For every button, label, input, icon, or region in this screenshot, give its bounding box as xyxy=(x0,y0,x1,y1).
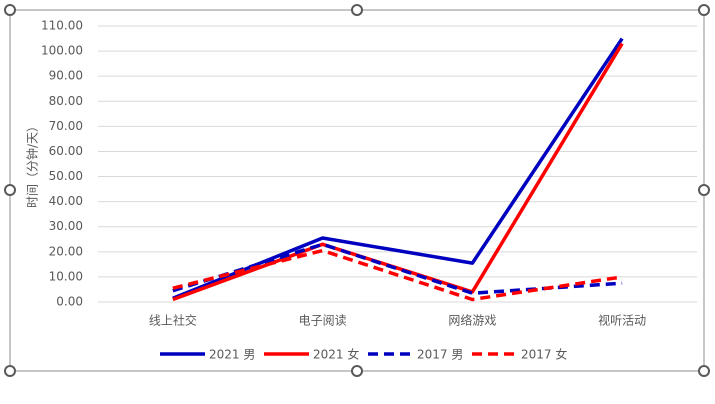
series-line xyxy=(172,248,623,302)
y-tick-label: 20.00 xyxy=(49,244,83,258)
y-tick-label: 90.00 xyxy=(49,69,83,83)
x-tick-label: 电子阅读 xyxy=(299,314,347,328)
y-tick-label: 110.00 xyxy=(41,19,83,33)
y-tick-label: 60.00 xyxy=(49,144,83,158)
handle[interactable] xyxy=(4,184,16,196)
selection-frame xyxy=(9,9,705,372)
handle[interactable] xyxy=(351,4,363,16)
x-tick-label: 网络游戏 xyxy=(448,313,496,328)
handle[interactable] xyxy=(351,365,363,377)
y-tick-label: 30.00 xyxy=(49,219,83,233)
y-tick-label: 10.00 xyxy=(49,269,83,283)
x-tick-label: 视听活动 xyxy=(598,313,646,328)
handle[interactable] xyxy=(698,184,710,196)
handle[interactable] xyxy=(698,365,710,377)
x-tick-label: 线上社交 xyxy=(149,313,197,328)
legend-label: 2017 女 xyxy=(521,347,567,362)
series-line xyxy=(172,37,624,300)
y-tick-label: 100.00 xyxy=(41,44,83,58)
resize-handles[interactable] xyxy=(4,4,710,377)
handle[interactable] xyxy=(4,365,16,377)
y-tick-label: 80.00 xyxy=(49,94,83,108)
y-tick-label: 50.00 xyxy=(49,169,83,183)
handle[interactable] xyxy=(4,4,16,16)
handle[interactable] xyxy=(698,4,710,16)
legend-label: 2021 女 xyxy=(313,347,359,362)
series-line xyxy=(172,42,624,302)
y-axis-title: 时间（分钟/天） xyxy=(25,120,40,208)
y-tick-label: 0.00 xyxy=(56,295,83,309)
y-tick-label: 70.00 xyxy=(49,119,83,133)
legend-label: 2021 男 xyxy=(209,348,255,362)
y-tick-label: 40.00 xyxy=(49,194,83,208)
legend-label: 2017 男 xyxy=(417,348,463,362)
